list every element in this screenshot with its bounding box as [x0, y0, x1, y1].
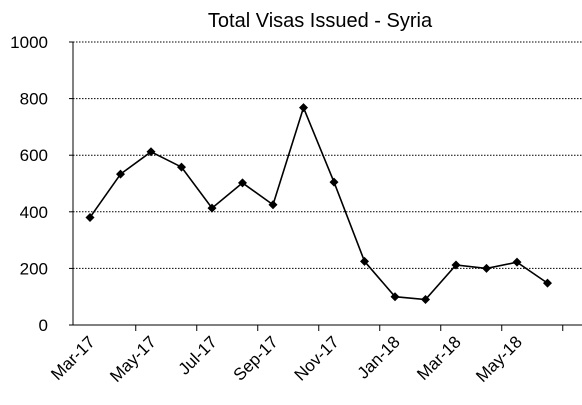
data-point-Jan-18 — [390, 292, 400, 302]
series-line — [89, 105, 548, 301]
x-tick-label: Mar-17 — [47, 332, 99, 384]
y-tick-label: 1000 — [10, 33, 48, 52]
y-tick-label: 0 — [39, 316, 48, 335]
x-tick-label: May-17 — [106, 332, 160, 386]
gridlines — [73, 41, 582, 269]
data-point-Mar-18 — [451, 260, 461, 270]
tick-labels: 0 200 400 600 800 1000 Mar-17 May-17 Jul-17 Sep-1… — [10, 33, 526, 386]
x-tick-label: Mar-18 — [413, 332, 465, 384]
y-tick-label: 400 — [20, 203, 48, 222]
y-tick-label: 200 — [20, 259, 48, 278]
data-point-May-18 — [512, 257, 522, 267]
x-tick-label: Jan-18 — [354, 332, 404, 382]
data-point-Feb-18 — [421, 295, 430, 305]
data-point-Oct-17 — [299, 103, 308, 113]
data-point-Jun-17 — [177, 162, 186, 172]
data-point-Apr-18 — [482, 263, 491, 273]
data-point-Sep-17 — [268, 200, 278, 210]
data-point-Jun-18 — [543, 278, 552, 288]
chart-title: Total Visas Issued - Syria — [208, 10, 433, 32]
data-point-Nov-17 — [329, 177, 339, 187]
axes — [69, 41, 582, 331]
y-tick-label: 800 — [20, 90, 48, 109]
data-point-Aug-17 — [238, 178, 247, 188]
x-tick-label: Nov-17 — [291, 332, 343, 384]
data-point-Jul-17 — [207, 203, 217, 213]
x-tick-label: Jul-17 — [175, 332, 221, 378]
data-series — [85, 103, 552, 305]
y-tick-label: 600 — [20, 146, 48, 165]
data-point-Dec-17 — [360, 256, 369, 266]
data-point-Apr-17 — [116, 169, 125, 179]
data-point-Mar-17 — [85, 212, 95, 222]
data-point-May-17 — [146, 147, 156, 157]
x-tick-label: May-18 — [472, 332, 526, 386]
x-tick-label: Sep-17 — [230, 332, 282, 384]
